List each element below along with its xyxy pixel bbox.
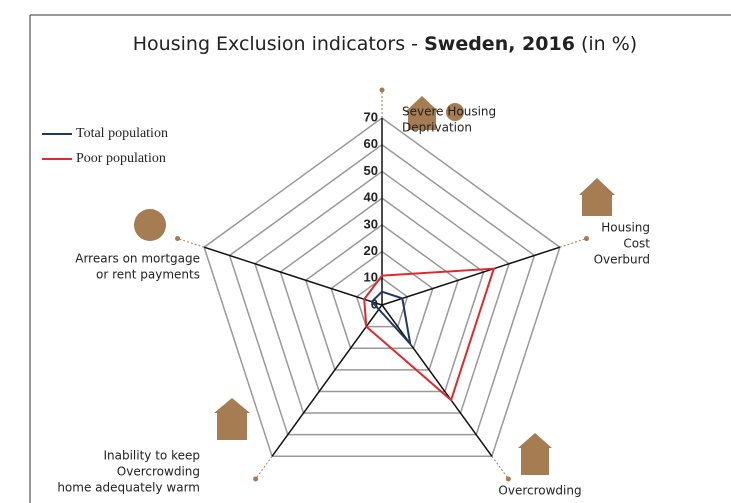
tick-label: 60 <box>364 136 378 151</box>
icon <box>405 96 439 130</box>
axis-label: Overburd <box>594 253 650 267</box>
icons <box>134 96 615 475</box>
grid-ring <box>228 143 536 436</box>
axis-label: Arrears on mortgage <box>75 252 200 266</box>
axis-label: Inability to keep <box>103 449 200 463</box>
series-line <box>370 290 412 348</box>
icon <box>579 178 615 216</box>
leader-dot <box>175 236 181 242</box>
tick-label: 40 <box>364 190 378 205</box>
grid-ring <box>355 277 409 328</box>
legend-label: Poor population <box>76 151 166 166</box>
icon <box>446 103 464 121</box>
leader <box>559 238 587 248</box>
axis-label: or rent payments <box>96 268 200 282</box>
axis-label: Deprivation <box>402 121 472 135</box>
axis-line <box>203 246 383 306</box>
icon <box>518 433 552 475</box>
leader-dot <box>505 476 511 482</box>
axis-line <box>271 304 383 457</box>
leader <box>255 455 273 480</box>
tick-label: 30 <box>364 216 378 231</box>
axis-label: Overcrowding <box>498 484 581 498</box>
grid-ring <box>279 197 485 393</box>
tick-label: 10 <box>364 270 378 285</box>
axis-line <box>381 246 561 306</box>
leader-dot <box>253 476 259 482</box>
tick-label: 20 <box>364 243 378 258</box>
axis-label: Overcrowding <box>117 465 200 479</box>
title-part: Sweden, 2016 <box>424 33 575 55</box>
tick-label: 50 <box>364 163 378 178</box>
leader-dot <box>583 236 589 242</box>
axis-label: Severe Housing <box>402 105 496 119</box>
legend-label: Total population <box>76 126 168 141</box>
leader-dot <box>379 87 385 93</box>
axis-line <box>381 304 493 457</box>
title-part: (in %) <box>575 33 637 55</box>
icon <box>214 398 250 440</box>
grid-ring <box>254 170 510 414</box>
icon <box>134 209 166 241</box>
axis-label: Cost <box>623 237 650 251</box>
grid-ring <box>203 117 561 458</box>
chart-title: Housing Exclusion indicators - Sweden, 2… <box>133 33 637 55</box>
axis-label: home adequately warm <box>57 481 200 495</box>
grid-ring <box>330 250 434 349</box>
leader <box>177 238 205 248</box>
series-line <box>363 267 496 402</box>
leader <box>491 455 509 480</box>
tick-label: 70 <box>364 109 378 124</box>
axis-label: Housing <box>601 221 650 235</box>
title-part: Housing Exclusion indicators - <box>133 33 424 55</box>
